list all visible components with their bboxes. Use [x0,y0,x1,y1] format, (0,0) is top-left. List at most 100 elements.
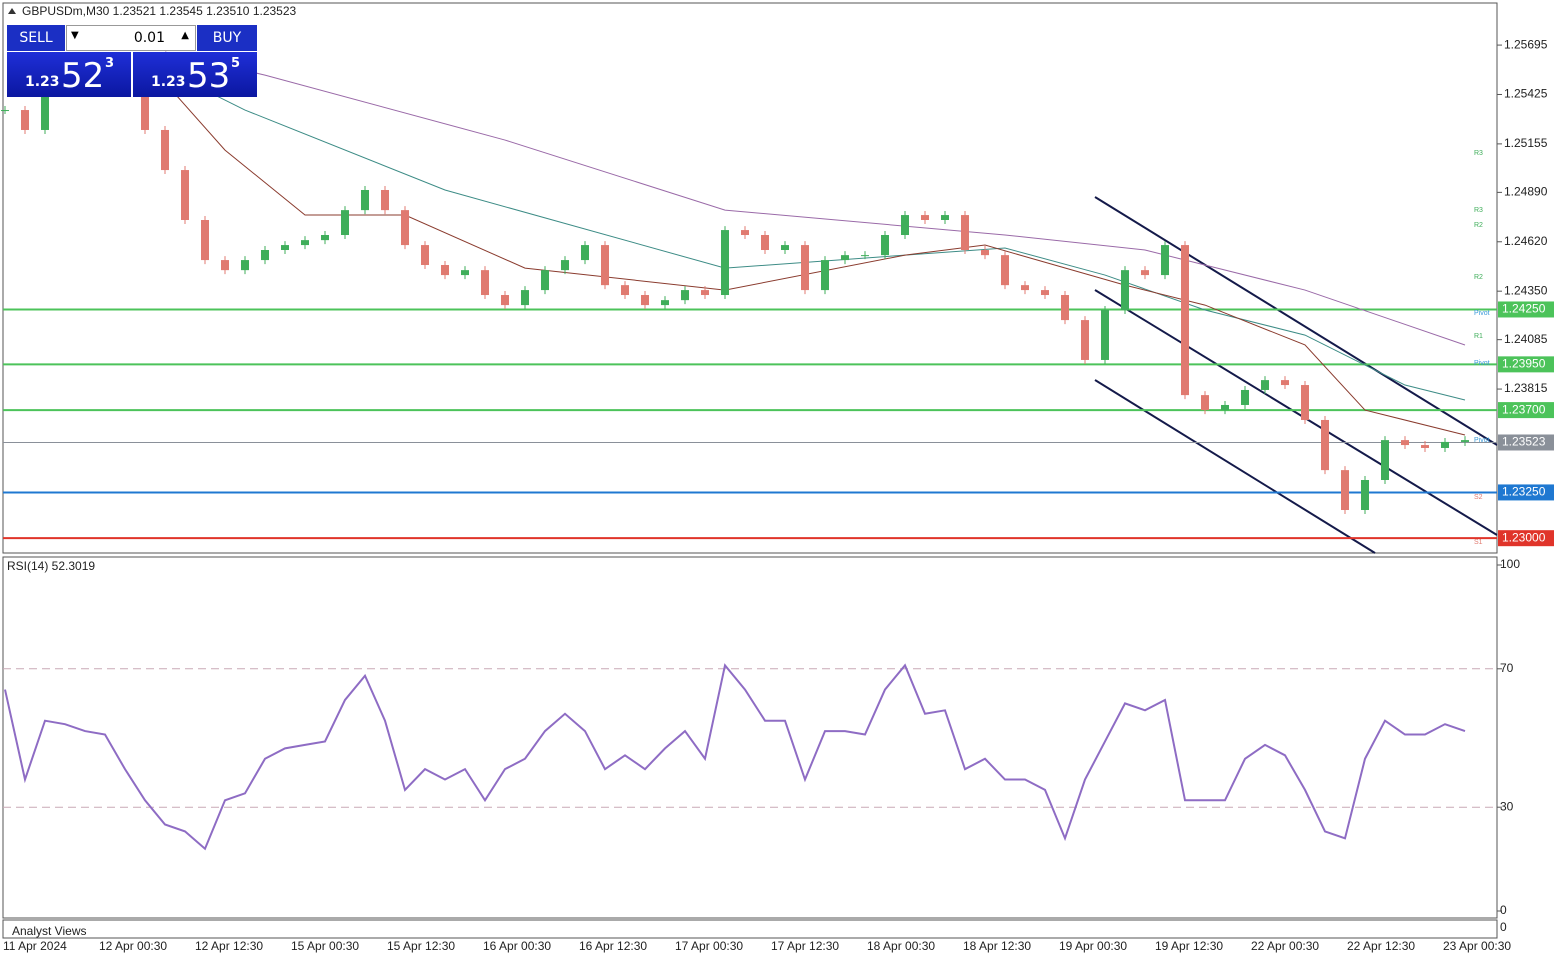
candle [761,235,769,251]
candle [1381,440,1389,480]
lot-up[interactable]: ▲ [181,30,189,41]
lot-value[interactable]: 0.01 [133,30,165,46]
level-tag [1498,434,1554,451]
lot-box[interactable]: ▼ 0.01 ▲ [66,25,196,51]
candle [721,230,729,296]
candle [221,260,229,271]
footer[interactable]: Analyst Views [12,924,86,938]
level-tag [1498,530,1554,547]
bid-box[interactable]: 1.23 52 3 [7,52,131,97]
pivot-tag: R1 [1474,333,1483,340]
level-tag [1498,402,1554,419]
buy-button[interactable]: BUY [197,25,257,51]
candle [1241,389,1249,405]
candle [161,129,169,171]
bid-prefix: 1.23 [25,74,60,90]
candle [1061,295,1069,321]
candle [461,270,469,276]
level-label: 1.23000 [1502,530,1546,544]
ask-box[interactable]: 1.23 53 5 [133,52,257,97]
rsi-tick-label: 100 [1500,557,1520,571]
candle [1221,404,1229,411]
candle [261,250,269,261]
x-tick-label: 18 Apr 00:30 [867,939,935,953]
channel-line [1094,289,1498,536]
candle [1321,419,1329,471]
candle [21,110,29,130]
candle [1401,440,1409,446]
candle [941,215,949,220]
candle [901,215,909,236]
candle [1181,245,1189,396]
channel-line [1094,196,1498,446]
candle [181,170,189,220]
lot-down[interactable]: ▼ [71,30,79,41]
x-tick-label: 16 Apr 00:30 [483,939,551,953]
candle [581,245,589,261]
candle [441,265,449,276]
candle [981,250,989,256]
candle [381,189,389,211]
y-tick-label: 1.23815 [1504,381,1548,395]
x-tick-label: 18 Apr 12:30 [963,939,1031,953]
candle [341,210,349,236]
x-tick-label: 22 Apr 12:30 [1347,939,1415,953]
rsi-tick-label: 30 [1500,799,1514,813]
channel [1094,196,1498,554]
candle [501,295,509,306]
candle [861,255,869,257]
candle [841,255,849,261]
candle [521,290,529,306]
candle [781,245,789,251]
candle [281,245,289,251]
candle [881,235,889,256]
level-label: 1.23250 [1502,485,1546,499]
y-tick-label: 1.25695 [1504,37,1548,51]
y-tick-label: 1.24620 [1504,234,1548,248]
candle [601,245,609,286]
ask-prefix: 1.23 [151,74,186,90]
candle [1081,320,1089,360]
candle [1001,255,1009,286]
rsi-tick-label: 70 [1500,661,1514,675]
candle [1121,270,1129,311]
candle [821,260,829,291]
candle [141,85,149,130]
pivot-tag: R2 [1474,222,1483,229]
header: GBPUSDm,M30 1.23521 1.23545 1.23510 1.23… [22,4,297,18]
level-label: 1.23523 [1502,435,1546,449]
trade-panel: SELL ▼ 0.01 ▲ BUY 1.23 52 3 1.23 53 5 [7,25,257,97]
sell-button[interactable]: SELL [7,25,65,51]
level-tag [1498,301,1554,318]
collapse-icon[interactable] [8,8,16,14]
y-tick-label: 1.24085 [1504,332,1548,346]
x-tick-label: 22 Apr 00:30 [1251,939,1319,953]
candle [481,270,489,296]
candle [641,295,649,306]
x-tick-label: 23 Apr 00:30 [1443,939,1511,953]
candle [921,215,929,220]
candle [241,260,249,271]
candle [1,110,9,112]
candle [1261,380,1269,390]
x-tick-label: 12 Apr 00:30 [99,939,167,953]
bid-big: 52 [61,56,105,96]
candle [401,210,409,246]
x-tick-label: 19 Apr 12:30 [1155,939,1223,953]
level-tag [1498,356,1554,373]
ask-sup: 5 [231,56,241,71]
candle [201,219,209,261]
rsi-panel [2,556,1498,919]
x-tick-label: 16 Apr 12:30 [579,939,647,953]
candle [421,245,429,266]
corner-label: 0 [1500,920,1507,934]
candle [1141,270,1149,276]
candle [321,235,329,241]
candle [681,290,689,301]
candle [661,300,669,306]
candle [361,189,369,211]
y-tick-label: 1.25425 [1504,87,1548,101]
pivot-tag: Pivot [1474,360,1490,367]
y-tick-label: 1.25155 [1504,136,1548,150]
